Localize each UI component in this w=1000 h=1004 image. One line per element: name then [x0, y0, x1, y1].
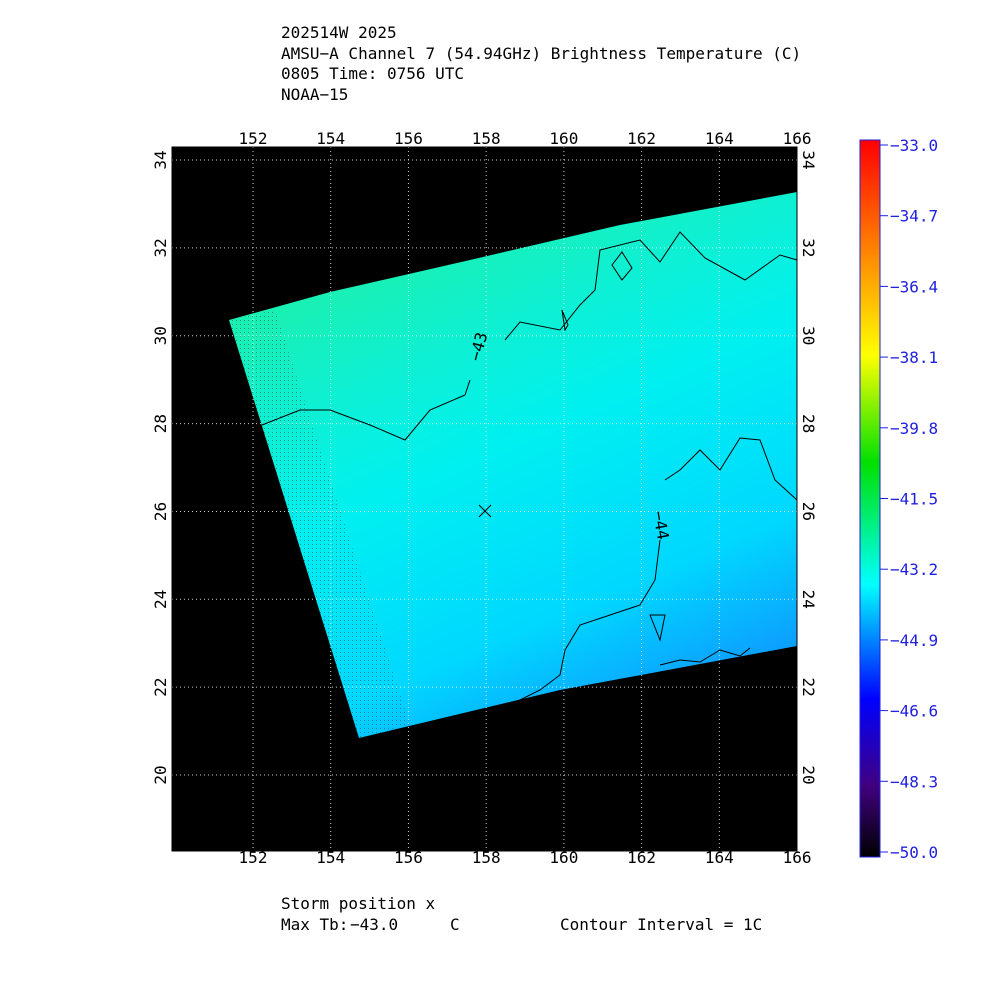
lat-tick-label: 20	[151, 765, 170, 784]
lat-tick-label: 22	[151, 678, 170, 697]
footer-contour: Contour Interval = 1C	[560, 915, 762, 934]
lon-tick-label: 166	[783, 848, 812, 867]
colorbar-label: −41.5	[890, 490, 938, 509]
lat-tick-label: 28	[151, 414, 170, 433]
contour-line	[561, 309, 569, 332]
lon-tick-label: 154	[316, 129, 345, 148]
lat-tick-label: 32	[799, 238, 818, 257]
swath	[229, 192, 797, 738]
colorbar-scale	[859, 139, 881, 858]
lat-tick-label: 20	[799, 765, 818, 784]
header-line: AMSU−A Channel 7 (54.94GHz) Brightness T…	[281, 44, 801, 63]
contour-line	[659, 647, 751, 666]
colorbar-label: −33.0	[890, 136, 938, 155]
lon-tick-label: 162	[627, 848, 656, 867]
contour-line	[509, 539, 661, 706]
colorbar-label: −34.7	[890, 207, 938, 226]
lon-tick-label: 158	[472, 129, 501, 148]
lat-tick-label: 30	[151, 326, 170, 345]
map: −43 −44 15215215415415615615815816016016…	[151, 129, 818, 867]
lon-tick-label: 156	[394, 129, 423, 148]
map-frame	[171, 146, 798, 852]
footer-max-unit: C	[450, 915, 460, 934]
footer-max-value: −43.0	[350, 915, 398, 934]
footer-max-label: Max Tb:	[281, 915, 348, 934]
lon-tick-label: 160	[549, 848, 578, 867]
swath-edge	[229, 310, 410, 738]
lon-tick-label: 154	[316, 848, 345, 867]
lon-tick-label: 164	[705, 848, 734, 867]
lon-tick-label: 152	[239, 848, 268, 867]
lat-tick-label: 34	[151, 150, 170, 169]
contour-line	[649, 614, 666, 642]
colorbar-label: −50.0	[890, 843, 938, 862]
lon-tick-label: 166	[783, 129, 812, 148]
contour-line	[504, 231, 798, 341]
contour-line	[664, 437, 798, 501]
lat-tick-label: 24	[799, 590, 818, 609]
lon-tick-label: 156	[394, 848, 423, 867]
contour-label: −44	[649, 509, 673, 541]
header-line: NOAA−15	[281, 85, 348, 104]
contours	[261, 231, 798, 706]
lon-tick-label: 164	[705, 129, 734, 148]
colorbar-label: −48.3	[890, 772, 938, 791]
lat-tick-label: 26	[151, 502, 170, 521]
colorbar-label: −38.1	[890, 348, 938, 367]
header-line: 0805 Time: 0756 UTC	[281, 64, 464, 83]
footer: Storm position x Max Tb: −43.0 C Contour…	[281, 894, 762, 934]
lon-tick-label: 158	[472, 848, 501, 867]
lat-tick-label: 30	[799, 326, 818, 345]
colorbar-label: −44.9	[890, 631, 938, 650]
footer-storm: Storm position x	[281, 894, 435, 913]
lon-tick-label: 152	[239, 129, 268, 148]
lat-tick-label: 34	[799, 150, 818, 169]
lat-tick-label: 24	[151, 590, 170, 609]
colorbar: −33.0 −34.7 −36.4 −38.1 −39.8 −41.5 −43.2 −44.9…	[859, 136, 938, 862]
storm-marker	[478, 504, 492, 518]
header-line: 202514W 2025	[281, 23, 397, 42]
lat-tick-label: 22	[799, 678, 818, 697]
colorbar-label: −39.8	[890, 419, 938, 438]
header: 202514W 2025 AMSU−A Channel 7 (54.94GHz)…	[281, 23, 801, 104]
lat-tick-label: 32	[151, 238, 170, 257]
lat-tick-label: 26	[799, 502, 818, 521]
colorbar-label: −36.4	[890, 277, 938, 296]
lon-tick-label: 160	[549, 129, 578, 148]
contour-line	[261, 379, 471, 441]
contour-line	[611, 251, 633, 281]
lat-tick-label: 28	[799, 414, 818, 433]
colorbar-label: −46.6	[890, 702, 938, 721]
lon-tick-label: 162	[627, 129, 656, 148]
colorbar-label: −43.2	[890, 560, 938, 579]
